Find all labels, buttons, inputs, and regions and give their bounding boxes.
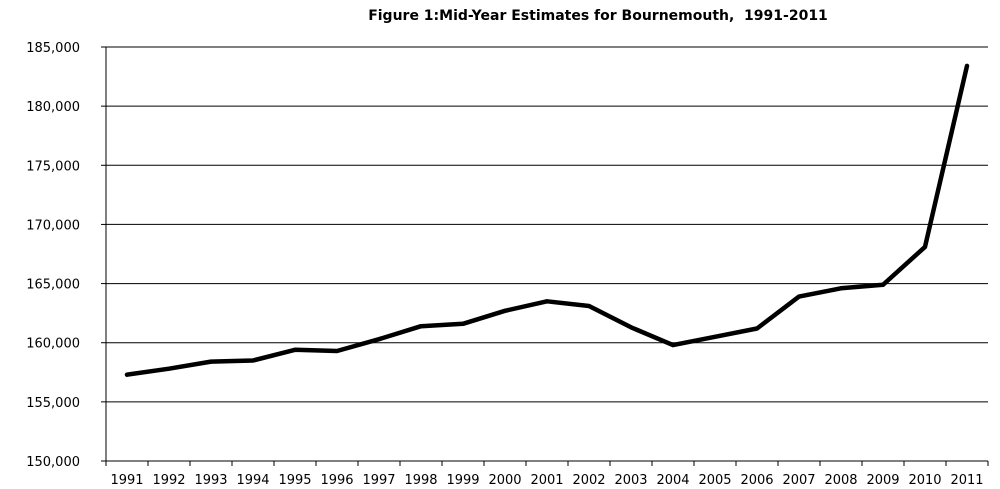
y-tick-label: 185,000: [26, 41, 80, 56]
y-tick-label: 165,000: [26, 278, 80, 293]
data-point: [503, 308, 507, 313]
data-point: [965, 63, 969, 68]
y-tick-label: 160,000: [26, 337, 80, 352]
axes: [101, 46, 989, 466]
x-tick-label: 1997: [362, 473, 395, 488]
data-point: [209, 359, 213, 364]
x-tick-label: 2010: [908, 473, 941, 488]
x-tick-label: 2003: [614, 473, 647, 488]
data-point: [293, 347, 297, 352]
x-tick-labels: 1991 1992 1993 1994 1995 1996 1997 1998 1999 2000…: [110, 473, 983, 488]
x-tick-label: 2004: [656, 473, 689, 488]
data-point: [587, 304, 591, 309]
x-tick-label: 1993: [194, 473, 227, 488]
x-tick-label: 2000: [488, 473, 521, 488]
x-tick-label: 2005: [698, 473, 731, 488]
x-tick-label: 2007: [782, 473, 815, 488]
data-point: [629, 325, 633, 330]
data-point: [167, 366, 171, 371]
x-tick-label: 1991: [110, 473, 143, 488]
x-tick-label: 1992: [152, 473, 185, 488]
x-tick-label: 1995: [278, 473, 311, 488]
data-point: [419, 324, 423, 329]
data-point: [797, 294, 801, 299]
x-tick-label: 1998: [404, 473, 437, 488]
x-tick-label: 2001: [530, 473, 563, 488]
x-tick-label: 2008: [824, 473, 857, 488]
data-point: [461, 321, 465, 326]
data-point: [923, 244, 927, 249]
y-tick-label: 175,000: [26, 159, 80, 174]
y-tick-label: 170,000: [26, 218, 80, 233]
x-tick-label: 2009: [866, 473, 899, 488]
y-tick-labels: 150,000 155,000 160,000 165,000 170,000 175,0…: [26, 41, 80, 470]
data-point: [335, 348, 339, 353]
chart-title: Figure 1:Mid-Year Estimates for Bournemo…: [368, 8, 828, 24]
x-tick-label: 2006: [740, 473, 773, 488]
x-tick-label: 2011: [950, 473, 983, 488]
data-point: [839, 286, 843, 291]
data-point: [671, 343, 675, 348]
x-tick-label: 2002: [572, 473, 605, 488]
data-point: [713, 334, 717, 339]
y-tick-label: 155,000: [26, 396, 80, 411]
data-point: [881, 282, 885, 287]
series-line: [124, 63, 970, 377]
x-tick-label: 1994: [236, 473, 269, 488]
data-point: [545, 299, 549, 304]
x-tick-label: 1996: [320, 473, 353, 488]
data-point: [251, 358, 255, 363]
gridlines: [106, 46, 988, 403]
data-point: [125, 372, 129, 377]
y-tick-label: 180,000: [26, 100, 80, 115]
data-point: [377, 337, 381, 342]
series-layer: [124, 63, 970, 377]
y-tick-label: 150,000: [26, 455, 80, 470]
x-tick-label: 1999: [446, 473, 479, 488]
data-point: [755, 326, 759, 331]
